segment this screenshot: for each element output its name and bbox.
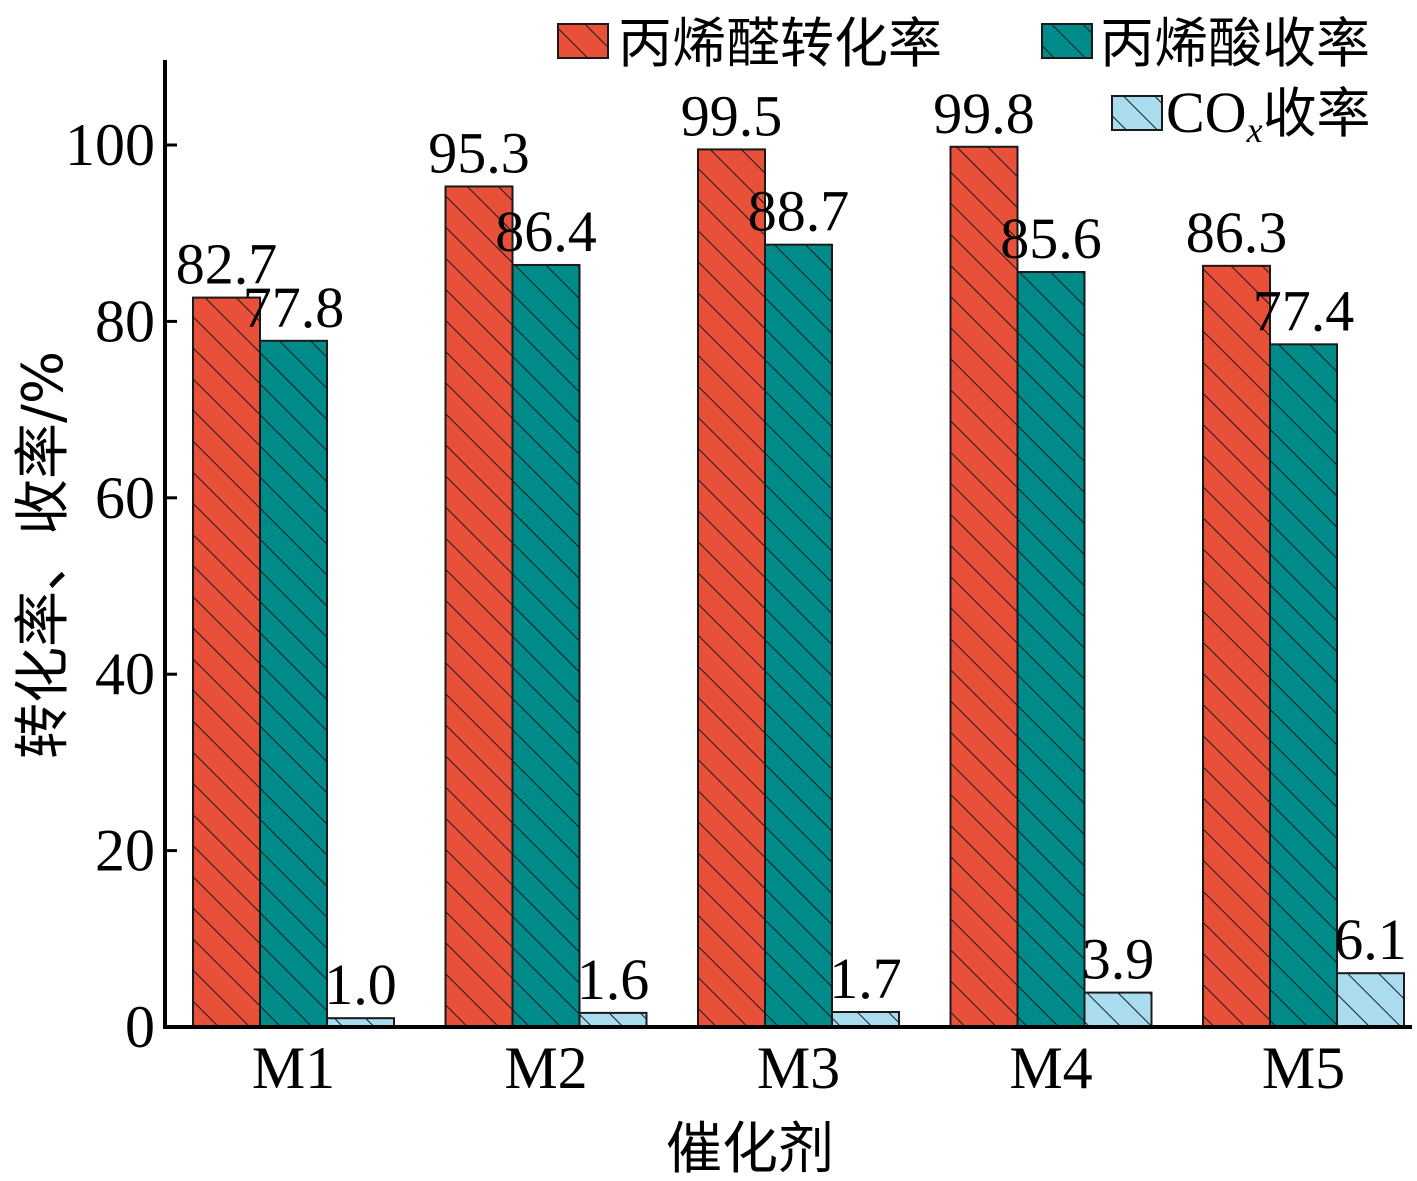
x-axis-title: 催化剂: [666, 1117, 834, 1181]
y-tick-label-0: 0: [125, 994, 155, 1060]
bar-hatch-m2-series-2: [579, 1012, 647, 1027]
x-tick-label-m2: M2: [504, 1035, 587, 1101]
bar-hatch-m3-series-1: [765, 244, 832, 1027]
data-label-m3-series-0: 99.5: [681, 83, 783, 148]
legend-label-acrylic-acid-yield: 丙烯酸收率: [1100, 12, 1370, 75]
bars-layer: [192, 145, 1405, 1029]
bar-hatch-m3-series-2: [832, 1012, 899, 1027]
y-tick-label-100: 100: [65, 112, 155, 178]
data-label-m4-series-0: 99.8: [933, 81, 1035, 146]
y-tick-label-40: 40: [95, 641, 155, 707]
bar-hatch-m2-series-1: [512, 264, 580, 1027]
bar-hatch-m1-series-0: [193, 297, 260, 1027]
bar-hatch-m5-series-2: [1337, 973, 1404, 1027]
axes-layer: M1 M2 M3 M4 M5 0 20 40 60 80 100: [65, 60, 1412, 1101]
bar-hatch-m4-series-1: [1017, 272, 1085, 1027]
data-label-m1-series-1: 77.8: [243, 275, 345, 340]
bar-hatch-m4-series-0: [950, 146, 1018, 1027]
bar-hatch-m1-series-2: [327, 1018, 394, 1027]
y-tick-label-60: 60: [95, 465, 155, 531]
legend-label-cox-subscript: x: [1246, 110, 1263, 150]
legend-label-cox-yield: COx收率: [1166, 80, 1371, 150]
legend-swatch-hatch: [1112, 96, 1162, 130]
data-label-m2-series-0: 95.3: [428, 120, 530, 185]
data-label-m5-series-1: 77.4: [1253, 278, 1355, 343]
legend-item-cox-yield: COx收率: [1111, 80, 1371, 150]
legend-item-acrylic-acid-yield: 丙烯酸收率: [1041, 12, 1370, 75]
data-label-m2-series-2: 1.6: [577, 947, 650, 1012]
legend-item-acrolein-conversion: 丙烯醛转化率: [557, 12, 942, 75]
data-label-m4-series-2: 3.9: [1082, 927, 1155, 992]
x-tick-label-m1: M1: [252, 1035, 335, 1101]
data-label-m1-series-2: 1.0: [324, 952, 397, 1017]
legend-label-cox-tail: 收率: [1263, 82, 1371, 145]
bar-hatch-m5-series-0: [1203, 265, 1270, 1028]
data-label-m1-series-0: 82.7: [176, 232, 278, 297]
legend-swatch-hatch: [558, 24, 608, 58]
data-label-m5-series-2: 6.1: [1334, 907, 1407, 972]
bar-hatch-m2-series-0: [445, 186, 513, 1028]
x-tick-label-m5: M5: [1262, 1035, 1345, 1101]
data-label-m5-series-0: 86.3: [1186, 200, 1288, 265]
legend-label-cox-main: CO: [1166, 80, 1247, 145]
x-tick-label-m3: M3: [757, 1035, 840, 1101]
data-label-m2-series-1: 86.4: [495, 199, 597, 264]
y-tick-label-80: 80: [95, 288, 155, 354]
legend-swatch-hatch: [1042, 24, 1092, 58]
data-label-m3-series-1: 88.7: [748, 179, 850, 244]
data-label-m3-series-2: 1.7: [829, 946, 902, 1011]
data-label-m4-series-1: 85.6: [1000, 206, 1102, 271]
bar-hatch-m4-series-2: [1084, 992, 1152, 1027]
y-axis-title: 转化率、收率/%: [11, 351, 76, 759]
data-labels-layer: 82.777.8 1.0 95.3 86.4 1.6 99.5 88.7 1.7 99.8 85.…: [176, 81, 1407, 1017]
bar-hatch-m5-series-1: [1270, 344, 1337, 1027]
x-tick-label-m4: M4: [1009, 1035, 1092, 1101]
legend-label-acrolein-conversion: 丙烯醛转化率: [618, 12, 942, 75]
legend: 丙烯醛转化率 丙烯酸收率 COx收率: [557, 12, 1371, 150]
y-tick-label-20: 20: [95, 818, 155, 884]
bar-hatch-m3-series-0: [698, 149, 765, 1027]
bar-hatch-m1-series-1: [260, 340, 327, 1028]
